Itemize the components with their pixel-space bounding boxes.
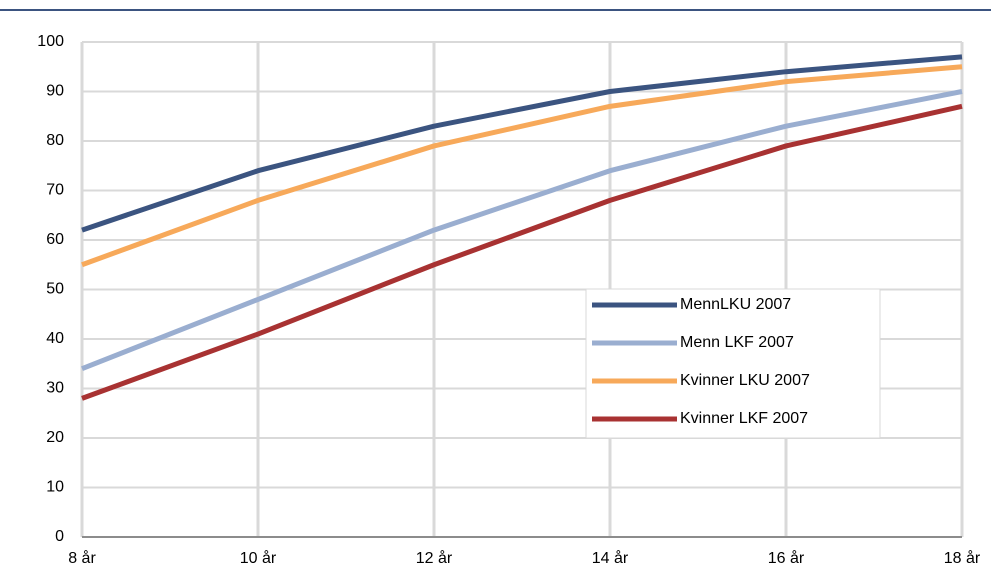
y-tick-label: 100	[37, 33, 64, 50]
y-tick-label: 80	[46, 132, 64, 149]
series-line	[81, 64, 963, 268]
legend-label: MennLKU 2007	[680, 296, 791, 313]
y-tick-label: 10	[46, 479, 64, 496]
y-tick-label: 20	[46, 429, 64, 446]
y-tick-label: 40	[46, 330, 64, 347]
x-tick-label: 12 år	[416, 549, 453, 567]
x-tick-label: 14 år	[592, 549, 629, 567]
legend-label: Kvinner LKF 2007	[680, 410, 808, 427]
y-tick-label: 30	[46, 380, 64, 397]
legend-label: Menn LKF 2007	[680, 334, 794, 351]
series-line	[81, 54, 963, 233]
x-tick-label: 10 år	[240, 549, 277, 567]
x-tick-label: 18 år	[944, 549, 981, 567]
y-tick-label: 50	[46, 281, 64, 298]
y-tick-label: 60	[46, 231, 64, 248]
y-tick-label: 70	[46, 182, 64, 199]
x-tick-label: 8 år	[68, 549, 96, 567]
legend-label: Kvinner LKU 2007	[680, 372, 810, 389]
legend-box	[585, 288, 881, 439]
series-line	[81, 89, 963, 372]
y-tick-label: 90	[46, 83, 64, 100]
series-line	[81, 103, 963, 401]
y-tick-label: 0	[55, 528, 64, 545]
x-tick-label: 16 år	[768, 549, 805, 567]
